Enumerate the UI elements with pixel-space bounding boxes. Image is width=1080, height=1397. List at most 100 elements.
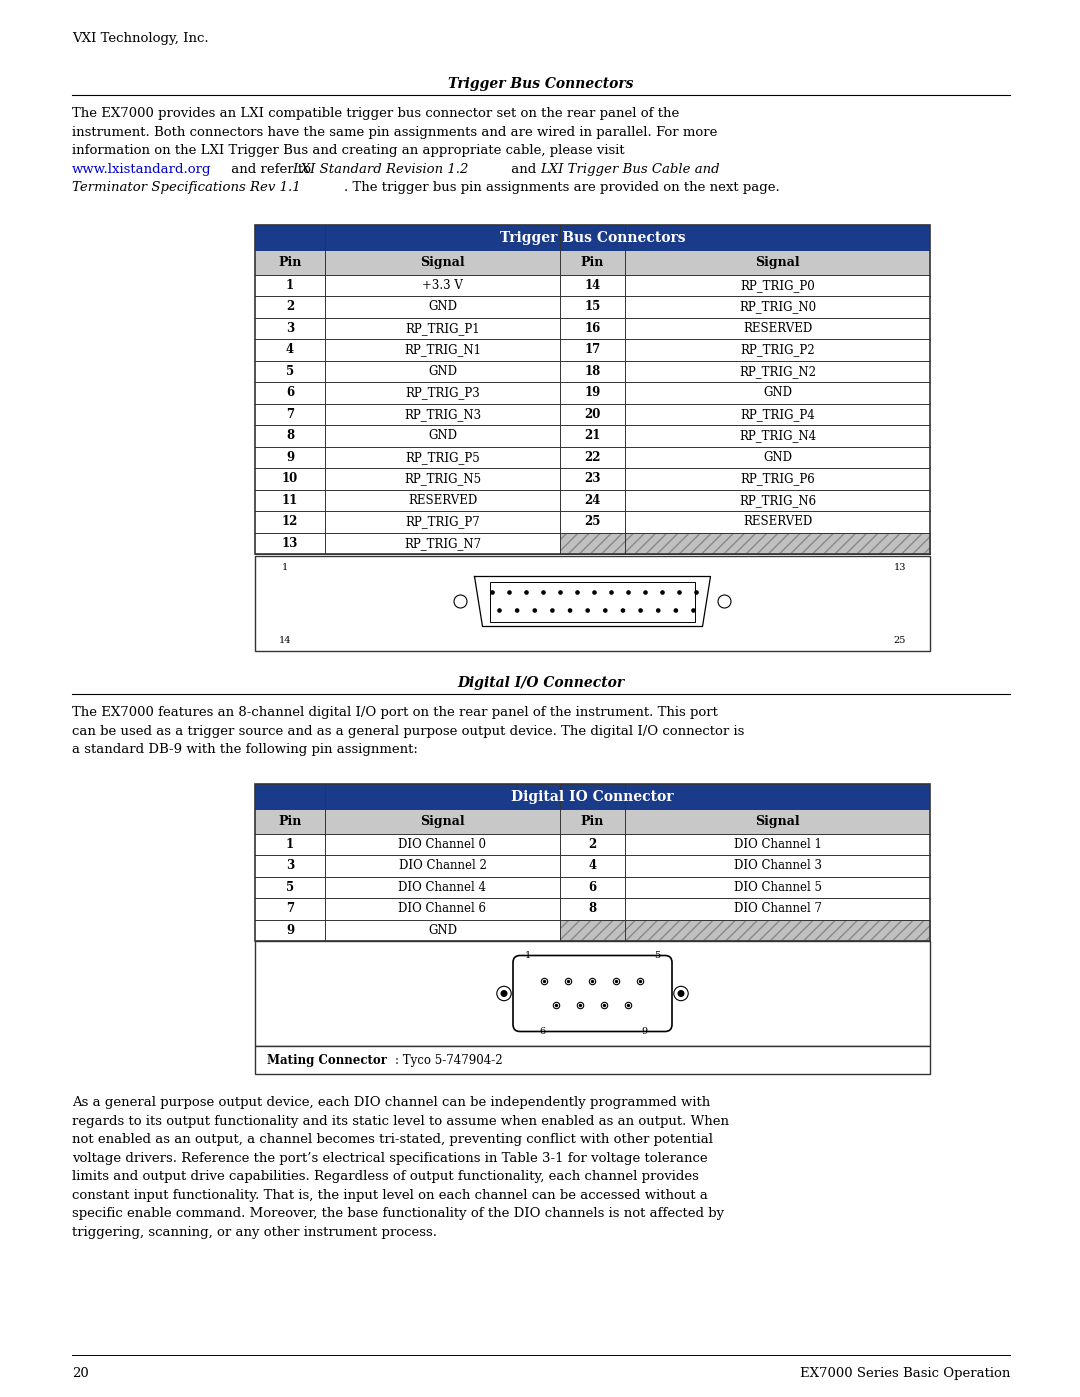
Text: Digital IO Connector: Digital IO Connector <box>511 789 674 803</box>
Circle shape <box>625 1002 632 1009</box>
Text: DIO Channel 0: DIO Channel 0 <box>399 838 486 851</box>
Circle shape <box>553 1002 559 1009</box>
FancyBboxPatch shape <box>561 919 930 942</box>
Text: Terminator Specifications Rev 1.1: Terminator Specifications Rev 1.1 <box>72 182 300 194</box>
Text: 9: 9 <box>286 451 294 464</box>
FancyBboxPatch shape <box>255 898 930 919</box>
Circle shape <box>674 609 677 612</box>
Text: RP_TRIG_P4: RP_TRIG_P4 <box>740 408 815 420</box>
Circle shape <box>604 609 607 612</box>
Text: voltage drivers. Reference the port’s electrical specifications in Table 3-1 for: voltage drivers. Reference the port’s el… <box>72 1151 707 1165</box>
Text: RP_TRIG_N6: RP_TRIG_N6 <box>739 493 816 507</box>
Text: VXI Technology, Inc.: VXI Technology, Inc. <box>72 32 208 45</box>
Circle shape <box>567 981 569 982</box>
FancyBboxPatch shape <box>255 919 561 942</box>
Text: RP_TRIG_P6: RP_TRIG_P6 <box>740 472 815 485</box>
Text: and: and <box>507 162 540 176</box>
Text: 5: 5 <box>654 951 661 960</box>
Text: As a general purpose output device, each DIO channel can be independently progra: As a general purpose output device, each… <box>72 1097 711 1109</box>
Circle shape <box>639 609 643 612</box>
Text: 11: 11 <box>282 493 298 507</box>
Circle shape <box>678 591 681 594</box>
FancyBboxPatch shape <box>255 404 930 425</box>
FancyBboxPatch shape <box>255 225 930 250</box>
Circle shape <box>613 978 620 985</box>
Text: limits and output drive capabilities. Regardless of output functionality, each c: limits and output drive capabilities. Re… <box>72 1171 699 1183</box>
Circle shape <box>576 591 579 594</box>
FancyBboxPatch shape <box>255 855 930 876</box>
Text: 6: 6 <box>589 880 596 894</box>
Text: 9: 9 <box>286 923 294 937</box>
Text: DIO Channel 4: DIO Channel 4 <box>399 880 486 894</box>
Text: Signal: Signal <box>755 814 800 828</box>
Circle shape <box>678 990 684 996</box>
Text: DIO Channel 7: DIO Channel 7 <box>733 902 822 915</box>
FancyBboxPatch shape <box>255 489 930 511</box>
Text: Mating Connector: Mating Connector <box>267 1053 387 1066</box>
Text: not enabled as an output, a channel becomes tri-stated, preventing conflict with: not enabled as an output, a channel beco… <box>72 1133 713 1146</box>
Circle shape <box>565 978 571 985</box>
Circle shape <box>610 591 613 594</box>
Text: RP_TRIG_P1: RP_TRIG_P1 <box>405 321 480 335</box>
FancyBboxPatch shape <box>255 468 930 489</box>
Text: 20: 20 <box>584 408 600 420</box>
Circle shape <box>497 986 511 1000</box>
Circle shape <box>644 591 647 594</box>
Text: 22: 22 <box>584 451 600 464</box>
FancyBboxPatch shape <box>255 360 930 381</box>
Circle shape <box>555 1004 557 1006</box>
FancyBboxPatch shape <box>255 834 930 855</box>
Text: RP_TRIG_N0: RP_TRIG_N0 <box>739 300 816 313</box>
Text: 23: 23 <box>584 472 600 485</box>
Circle shape <box>593 591 596 594</box>
Text: The EX7000 provides an LXI compatible trigger bus connector set on the rear pane: The EX7000 provides an LXI compatible tr… <box>72 108 679 120</box>
Text: Pin: Pin <box>279 256 301 270</box>
Circle shape <box>604 1004 606 1006</box>
FancyBboxPatch shape <box>255 296 930 317</box>
Text: RP_TRIG_N7: RP_TRIG_N7 <box>404 536 481 550</box>
FancyBboxPatch shape <box>255 317 930 339</box>
Circle shape <box>674 986 688 1000</box>
Circle shape <box>718 595 731 608</box>
Text: 24: 24 <box>584 493 600 507</box>
FancyBboxPatch shape <box>255 876 930 898</box>
Text: constant input functionality. That is, the input level on each channel can be ac: constant input functionality. That is, t… <box>72 1189 707 1201</box>
Text: : Tyco 5-747904-2: : Tyco 5-747904-2 <box>395 1053 502 1066</box>
Circle shape <box>491 591 495 594</box>
FancyBboxPatch shape <box>255 425 930 447</box>
Text: 8: 8 <box>286 429 294 443</box>
Circle shape <box>657 609 660 612</box>
Text: information on the LXI Trigger Bus and creating an appropriate cable, please vis: information on the LXI Trigger Bus and c… <box>72 144 624 156</box>
Text: EX7000 Series Basic Operation: EX7000 Series Basic Operation <box>799 1368 1010 1380</box>
Circle shape <box>586 609 590 612</box>
Text: DIO Channel 6: DIO Channel 6 <box>399 902 486 915</box>
Text: 13: 13 <box>282 536 298 550</box>
Text: 15: 15 <box>584 300 600 313</box>
FancyBboxPatch shape <box>255 784 930 809</box>
Text: 25: 25 <box>894 636 906 645</box>
Circle shape <box>551 609 554 612</box>
FancyBboxPatch shape <box>513 956 672 1031</box>
Bar <box>255 784 930 942</box>
Text: GND: GND <box>762 451 792 464</box>
Text: GND: GND <box>428 429 457 443</box>
Text: 5: 5 <box>286 365 294 377</box>
Circle shape <box>627 1004 630 1006</box>
Circle shape <box>621 609 624 612</box>
Text: GND: GND <box>428 923 457 937</box>
Text: instrument. Both connectors have the same pin assignments and are wired in paral: instrument. Both connectors have the sam… <box>72 126 717 138</box>
FancyBboxPatch shape <box>255 511 930 532</box>
Bar <box>255 225 930 555</box>
Bar <box>255 556 930 651</box>
Text: 9: 9 <box>642 1027 648 1037</box>
Text: 21: 21 <box>584 429 600 443</box>
Text: RP_TRIG_P7: RP_TRIG_P7 <box>405 515 480 528</box>
Text: Digital I/O Connector: Digital I/O Connector <box>458 676 624 690</box>
Text: 4: 4 <box>286 344 294 356</box>
Text: GND: GND <box>428 365 457 377</box>
Circle shape <box>592 981 594 982</box>
Circle shape <box>501 990 507 996</box>
Text: Pin: Pin <box>581 814 604 828</box>
Text: DIO Channel 2: DIO Channel 2 <box>399 859 486 872</box>
Text: 25: 25 <box>584 515 600 528</box>
